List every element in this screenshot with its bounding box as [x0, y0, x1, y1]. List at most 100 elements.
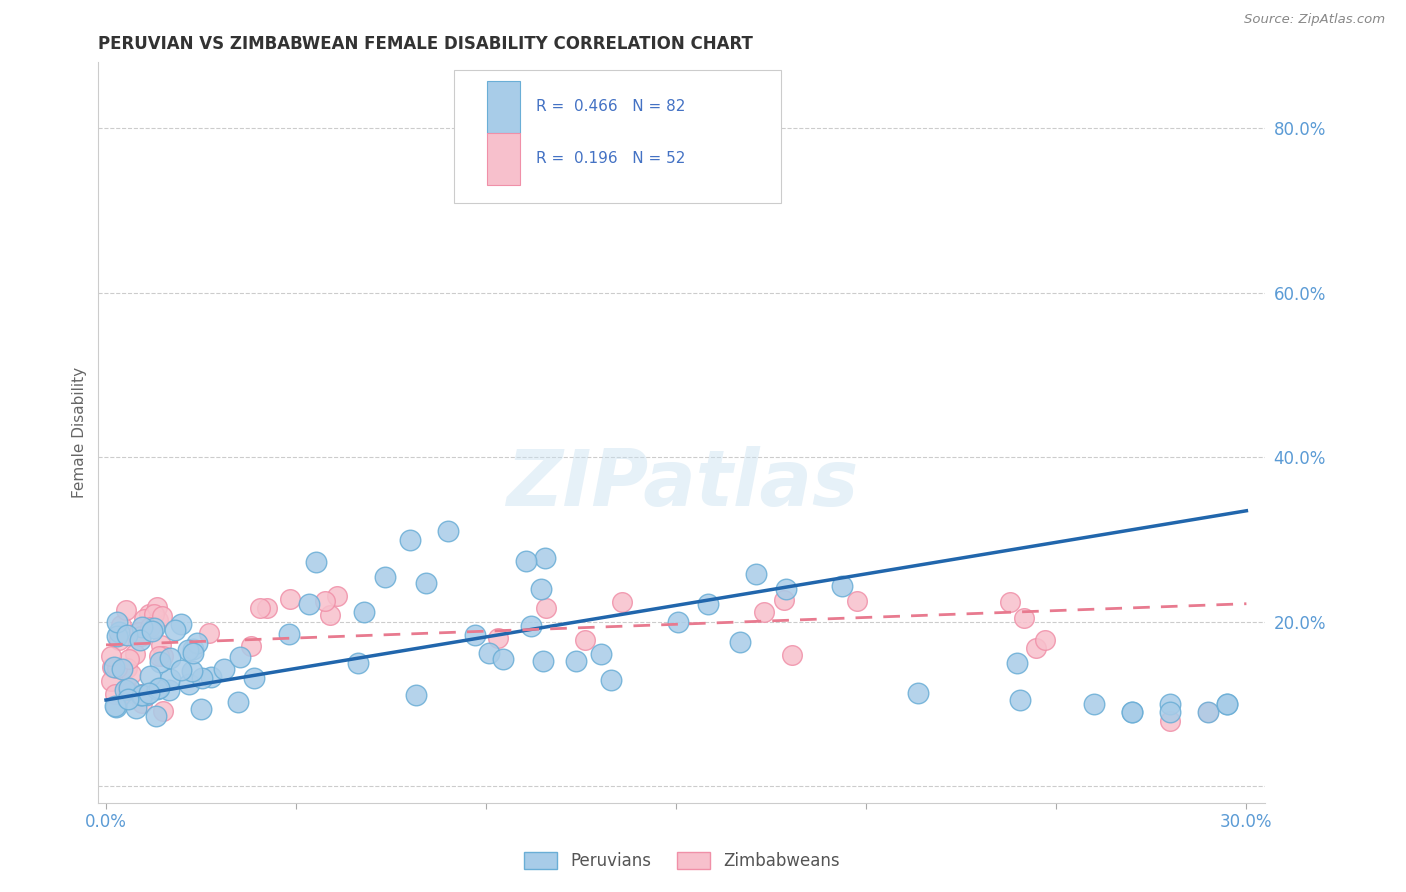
- Point: [229, 649, 252, 664]
- Point: [150, 638, 173, 652]
- Point: [114, 682, 136, 697]
- Point: [143, 607, 166, 621]
- Point: [149, 656, 172, 670]
- Point: [148, 613, 170, 627]
- Point: [775, 582, 797, 596]
- Point: [256, 601, 278, 615]
- Text: ZIPatlas: ZIPatlas: [506, 446, 858, 523]
- Point: [1216, 697, 1239, 711]
- Point: [100, 674, 122, 689]
- Point: [226, 695, 249, 709]
- Point: [108, 632, 131, 647]
- Point: [298, 597, 321, 611]
- Point: [177, 677, 200, 691]
- Point: [574, 632, 596, 647]
- Point: [1159, 697, 1181, 711]
- Point: [212, 662, 235, 676]
- Point: [278, 627, 301, 641]
- Point: [129, 629, 152, 643]
- Point: [405, 688, 427, 702]
- Point: [1216, 697, 1239, 711]
- Point: [1197, 706, 1219, 720]
- Point: [138, 686, 160, 700]
- Point: [515, 554, 537, 568]
- Point: [159, 683, 181, 698]
- Text: PERUVIAN VS ZIMBABWEAN FEMALE DISABILITY CORRELATION CHART: PERUVIAN VS ZIMBABWEAN FEMALE DISABILITY…: [98, 35, 754, 53]
- Point: [240, 639, 263, 653]
- Point: [520, 618, 543, 632]
- Point: [181, 646, 204, 660]
- Point: [118, 685, 141, 699]
- Text: R =  0.196   N = 52: R = 0.196 N = 52: [536, 151, 685, 166]
- Point: [100, 648, 122, 663]
- Point: [131, 620, 153, 634]
- Point: [129, 632, 152, 647]
- Point: [374, 570, 396, 584]
- Point: [163, 623, 186, 637]
- Point: [437, 524, 460, 539]
- Point: [612, 595, 634, 609]
- Point: [108, 625, 131, 640]
- Point: [1083, 697, 1105, 711]
- Point: [191, 671, 214, 685]
- Point: [117, 686, 139, 700]
- Point: [531, 655, 554, 669]
- Point: [745, 566, 768, 581]
- Point: [1005, 657, 1028, 671]
- Point: [1012, 611, 1035, 625]
- Point: [176, 643, 198, 657]
- Point: [243, 671, 266, 685]
- Point: [159, 672, 181, 686]
- Text: Source: ZipAtlas.com: Source: ZipAtlas.com: [1244, 13, 1385, 27]
- Point: [146, 681, 169, 696]
- Y-axis label: Female Disability: Female Disability: [72, 367, 87, 499]
- Point: [478, 646, 501, 660]
- Point: [278, 592, 301, 607]
- Point: [152, 648, 174, 663]
- Point: [752, 605, 775, 619]
- Point: [198, 626, 221, 640]
- Point: [326, 589, 349, 603]
- Point: [181, 641, 204, 656]
- Point: [831, 579, 853, 593]
- Point: [565, 654, 588, 668]
- Point: [1121, 706, 1143, 720]
- Point: [148, 648, 170, 663]
- Point: [105, 629, 128, 643]
- Bar: [486, 81, 520, 133]
- Point: [170, 663, 193, 677]
- Point: [110, 618, 132, 632]
- Point: [143, 621, 166, 635]
- Point: [118, 651, 141, 665]
- Point: [1008, 692, 1031, 706]
- Point: [148, 681, 170, 695]
- Point: [846, 594, 869, 608]
- Point: [249, 601, 271, 615]
- Point: [118, 681, 141, 696]
- Point: [115, 628, 138, 642]
- Point: [129, 687, 152, 701]
- Text: R =  0.466   N = 82: R = 0.466 N = 82: [536, 99, 685, 114]
- Point: [135, 688, 157, 702]
- Point: [591, 647, 613, 661]
- Point: [128, 625, 150, 640]
- Point: [399, 533, 422, 547]
- Point: [105, 615, 128, 629]
- Point: [353, 605, 375, 619]
- Point: [152, 704, 174, 718]
- Point: [600, 673, 623, 687]
- Point: [347, 656, 370, 670]
- Point: [131, 688, 153, 702]
- Point: [305, 555, 328, 569]
- Point: [1159, 706, 1181, 720]
- Point: [533, 550, 555, 565]
- Point: [696, 597, 718, 611]
- Point: [1033, 632, 1056, 647]
- Point: [129, 689, 152, 703]
- Point: [104, 687, 127, 701]
- Point: [124, 647, 146, 661]
- Point: [186, 636, 208, 650]
- Point: [104, 699, 127, 714]
- Point: [100, 660, 122, 674]
- Point: [1025, 641, 1047, 656]
